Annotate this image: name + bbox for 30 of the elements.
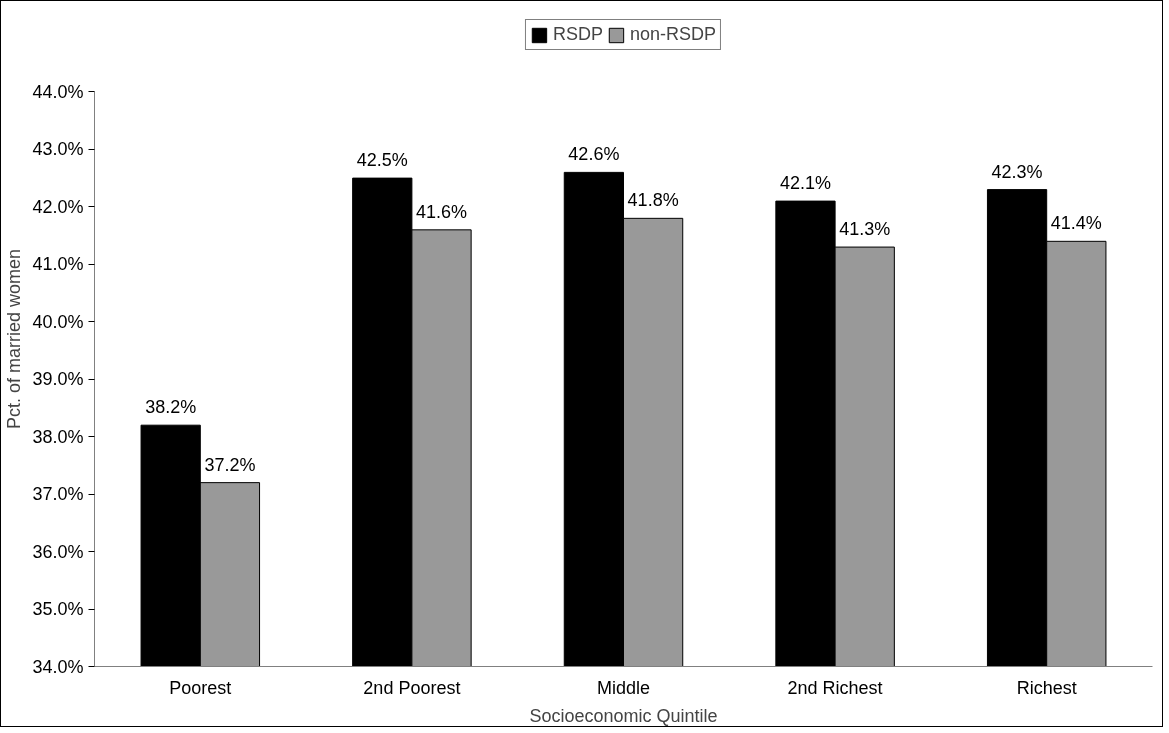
- x-tick-label: Middle: [596, 677, 651, 698]
- y-tick-label: 35.0%: [32, 599, 84, 620]
- legend-label: non-RSDP: [629, 24, 717, 45]
- legend-label: RSDP: [552, 24, 603, 45]
- y-tick-label: 44.0%: [32, 81, 84, 102]
- y-tick-label: 39.0%: [32, 369, 84, 390]
- y-tick-label: 37.0%: [32, 484, 84, 505]
- y-tick-label: 43.0%: [32, 139, 84, 160]
- x-axis-title: Socioeconomic Quintile: [529, 705, 718, 726]
- data-label: 41.4%: [1050, 213, 1102, 234]
- data-label: 41.3%: [839, 219, 891, 240]
- data-label: 42.6%: [568, 144, 620, 165]
- x-tick-label: 2nd Poorest: [363, 677, 461, 698]
- data-label: 42.1%: [779, 173, 831, 194]
- y-tick-label: 41.0%: [32, 254, 84, 275]
- data-label: 42.3%: [991, 161, 1043, 182]
- y-tick-label: 34.0%: [32, 656, 84, 677]
- x-tick-label: 2nd Richest: [787, 677, 883, 698]
- x-tick-label: Richest: [1016, 677, 1077, 698]
- y-tick-label: 42.0%: [32, 196, 84, 217]
- data-label: 42.5%: [356, 150, 408, 171]
- y-tick-label: 40.0%: [32, 311, 84, 332]
- y-tick-label: 38.0%: [32, 426, 84, 447]
- y-axis-title: Pct. of married women: [4, 248, 25, 430]
- data-label: 38.2%: [145, 397, 197, 418]
- data-label: 37.2%: [204, 454, 256, 475]
- y-tick-label: 36.0%: [32, 541, 84, 562]
- x-tick-label: Poorest: [169, 677, 232, 698]
- data-label: 41.8%: [627, 190, 679, 211]
- data-label: 41.6%: [416, 201, 468, 222]
